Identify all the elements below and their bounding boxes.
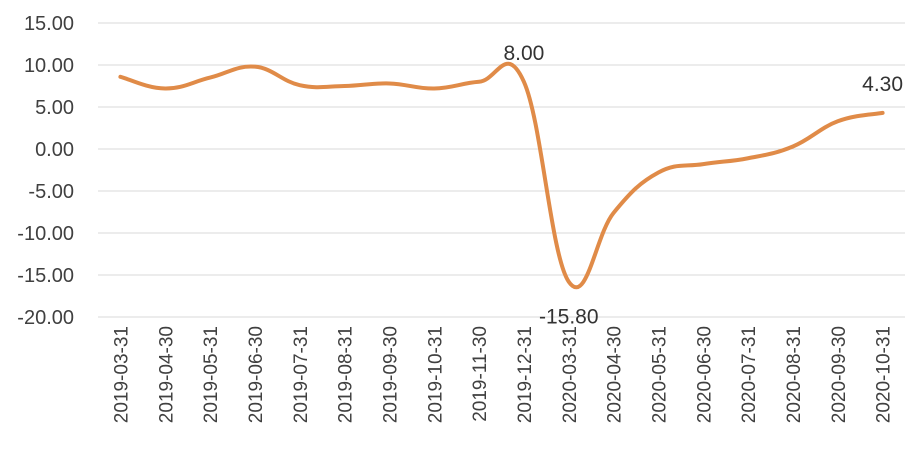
y-tick-label: -20.00 bbox=[17, 307, 74, 329]
x-tick-label: 2019-06-30 bbox=[246, 326, 267, 423]
series-line bbox=[118, 61, 885, 290]
x-tick-label: 2019-04-30 bbox=[156, 326, 177, 423]
y-tick-label: -10.00 bbox=[17, 223, 74, 245]
x-tick-label: 2020-07-31 bbox=[739, 326, 760, 423]
x-tick-label: 2020-08-31 bbox=[784, 326, 805, 423]
y-tick-label: 15.00 bbox=[24, 13, 74, 35]
data-labels: 8.00 -15.80 4.30 bbox=[503, 42, 903, 329]
x-tick-label: 2020-04-30 bbox=[605, 326, 626, 423]
x-tick-label: 2019-11-30 bbox=[470, 326, 491, 422]
x-tick-label: 2019-09-30 bbox=[380, 326, 401, 423]
x-tick-label: 2019-03-31 bbox=[111, 326, 132, 423]
data-label: 4.30 bbox=[862, 73, 903, 96]
data-label: -15.80 bbox=[539, 306, 599, 329]
x-tick-label: 2019-08-31 bbox=[336, 326, 357, 423]
x-tick-label: 2019-10-31 bbox=[425, 326, 446, 423]
x-tick-label: 2020-10-31 bbox=[874, 326, 895, 423]
x-tick-label: 2020-05-31 bbox=[649, 326, 670, 423]
x-tick-label: 2020-03-31 bbox=[560, 326, 581, 423]
data-label: 8.00 bbox=[503, 42, 544, 65]
y-tick-label: -5.00 bbox=[28, 181, 74, 203]
series-layer bbox=[118, 61, 885, 290]
y-tick-label: 10.00 bbox=[24, 55, 74, 77]
y-axis-tick-labels: 15.00 10.00 5.00 0.00 -5.00 -10.00 -15.00 -20.0… bbox=[17, 13, 74, 329]
gridlines bbox=[98, 22, 905, 318]
x-tick-label: 2019-05-31 bbox=[201, 326, 222, 423]
x-tick-label: 2019-12-31 bbox=[515, 326, 536, 423]
x-tick-label: 2019-07-31 bbox=[291, 326, 312, 423]
y-tick-label: -15.00 bbox=[17, 265, 74, 287]
x-tick-label: 2020-09-30 bbox=[829, 326, 850, 423]
y-tick-label: 0.00 bbox=[35, 139, 74, 161]
y-tick-label: 5.00 bbox=[35, 97, 74, 119]
x-tick-label: 2020-06-30 bbox=[694, 326, 715, 423]
x-axis-tick-labels: 2019-03-31 2019-04-30 2019-05-31 2019-06-30… bbox=[111, 326, 894, 423]
